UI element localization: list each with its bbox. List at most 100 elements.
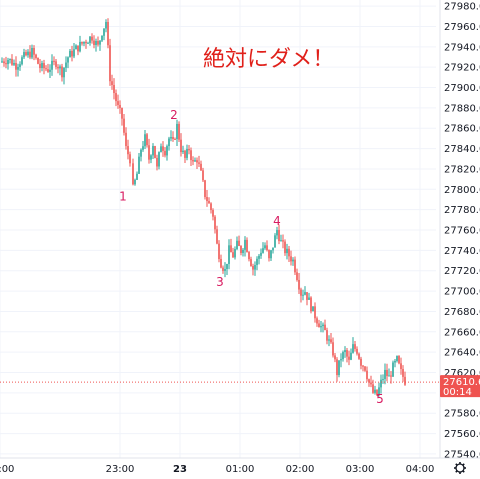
candle-body (394, 360, 396, 363)
candle-body (57, 66, 59, 69)
candle-body (366, 370, 368, 380)
candle-body (73, 49, 75, 57)
candle-body (228, 245, 230, 264)
candle-body (268, 250, 270, 259)
candle-body (210, 203, 212, 211)
candle-body (99, 40, 101, 45)
candle-body (304, 292, 306, 295)
candle-body (25, 52, 27, 56)
candle-body (224, 268, 226, 271)
candle-body (240, 245, 242, 253)
candle-body (390, 375, 392, 377)
x-tick-label: 23 (173, 464, 187, 475)
candle-body (127, 146, 129, 155)
candle-body (334, 355, 336, 360)
candle-body (121, 107, 123, 119)
candle-body (276, 230, 278, 236)
candle-body (290, 256, 292, 262)
candle-body (45, 68, 47, 70)
candle-body (238, 240, 240, 246)
candle-body (69, 50, 71, 58)
candle-body (21, 57, 23, 65)
candle-body (256, 258, 258, 266)
candle-body (234, 249, 236, 258)
gear-teeth (454, 462, 466, 474)
y-tick-label: 27840.0 (444, 144, 480, 155)
candle-body (338, 360, 340, 376)
candle-body (113, 84, 115, 94)
candle-body (152, 146, 154, 156)
candle-body (109, 45, 111, 82)
candle-body (1, 61, 3, 63)
candle-body (298, 279, 300, 290)
candle-body (278, 230, 280, 242)
x-tick-label: 01:00 (226, 464, 255, 475)
candle-body (186, 148, 188, 158)
candle-body (13, 62, 15, 65)
candle-body (27, 51, 29, 56)
candle-body (244, 239, 246, 250)
candle-body (184, 150, 186, 158)
candle-body (107, 21, 109, 46)
candle-body (119, 104, 121, 108)
candle-body (274, 235, 276, 248)
x-axis[interactable]: 21:00 23:00 23 01:00 02:00 03:00 04:00 (0, 457, 480, 475)
candle-body (196, 160, 198, 163)
candle-body (129, 154, 131, 164)
candle-body (188, 148, 190, 151)
candle-body (326, 330, 328, 341)
candle-body (356, 348, 358, 354)
y-tick-label: 27640.0 (444, 348, 480, 359)
candle-body (123, 118, 125, 133)
candle-body (294, 259, 296, 273)
y-tick-label: 27580.0 (444, 409, 480, 420)
candle-body (396, 356, 398, 361)
candle-body (55, 61, 57, 67)
candle-body (7, 59, 9, 65)
candle-body (174, 138, 176, 140)
y-tick-label: 27700.0 (444, 287, 480, 298)
wave-label-4: 4 (273, 214, 281, 228)
gear-tooth (455, 470, 458, 473)
candle-body (280, 240, 282, 242)
candle-body (162, 146, 164, 151)
candle-body (302, 294, 304, 296)
candle-body (49, 69, 51, 72)
candle-body (5, 63, 7, 65)
candle-body (51, 60, 53, 70)
candle-body (59, 66, 61, 69)
wave-label-2: 2 (170, 108, 178, 122)
x-tick-label: 04:00 (406, 464, 435, 475)
candle-body (212, 210, 214, 217)
y-tick-label: 27620.0 (444, 368, 480, 379)
current-price-value: 27610.6 (443, 377, 480, 388)
candle-body (358, 353, 360, 359)
candle-body (125, 132, 127, 147)
candle-body (242, 249, 244, 253)
candle-body (342, 352, 344, 360)
y-tick-label: 27660.0 (444, 327, 480, 338)
candle-body (398, 356, 400, 364)
y-tick-label: 27720.0 (444, 266, 480, 277)
chart-settings-button[interactable] (454, 462, 466, 474)
candle-body (166, 146, 168, 156)
candle-body (362, 365, 364, 367)
candle-body (198, 162, 200, 164)
candle-body (9, 58, 11, 60)
candle-body (154, 146, 156, 158)
candle-body (316, 318, 318, 324)
candle-body (172, 137, 174, 139)
y-axis[interactable]: 27540.027560.027580.027600.027620.027640… (439, 0, 480, 460)
y-tick-label: 27980.0 (444, 2, 480, 13)
candle-body (3, 61, 5, 64)
candle-body (254, 265, 256, 270)
candle-body (132, 163, 134, 185)
candle-body (176, 123, 178, 140)
candle-body (226, 263, 228, 269)
candle-body (35, 54, 37, 58)
candle-body (192, 160, 194, 162)
candle-body (336, 359, 338, 376)
candle-body (97, 40, 99, 45)
candle-body (105, 21, 107, 29)
y-tick-label: 27680.0 (444, 307, 480, 318)
